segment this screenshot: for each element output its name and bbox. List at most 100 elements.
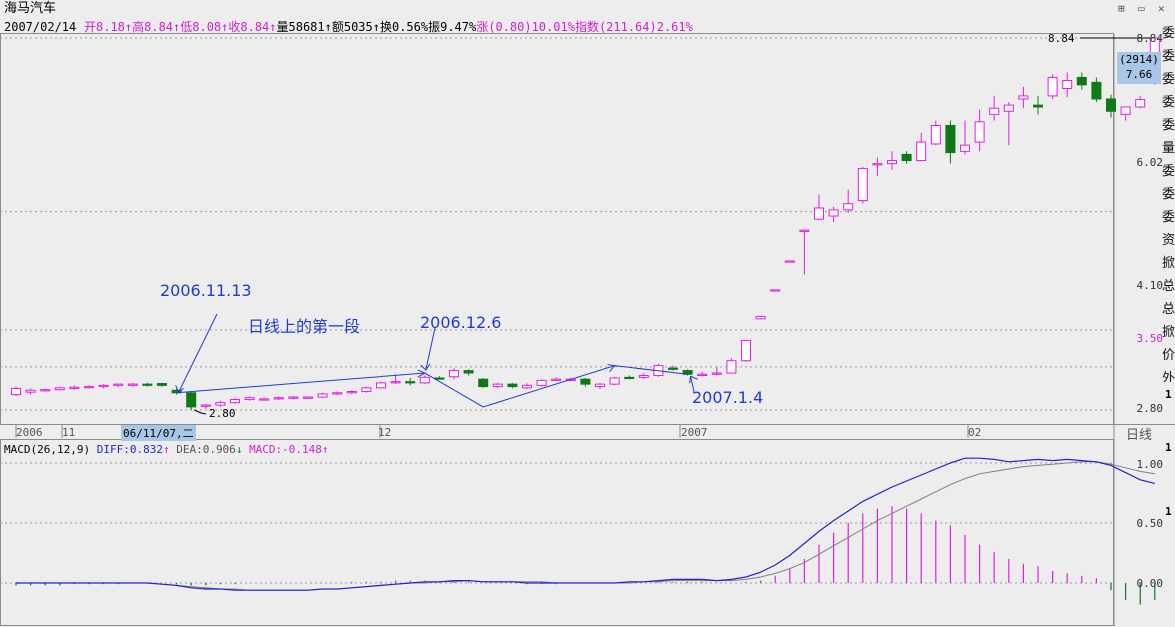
candle-body [755, 315, 766, 320]
candle-body [887, 160, 897, 165]
candle-body [741, 339, 751, 362]
annotation-arrow-1 [178, 313, 218, 393]
candle-body [1091, 81, 1102, 100]
candle-body [376, 382, 386, 389]
price-crosshair-box: (2914) 7.66 [1117, 52, 1161, 84]
side-digit-2: 1 [1165, 441, 1172, 454]
high-price-label: 8.84 [1048, 32, 1075, 45]
price-tick-min: 2.80 [1136, 402, 1164, 415]
annotation-arrowhead-1 [175, 385, 184, 394]
macd-tick-0: 0.00 [1136, 577, 1164, 590]
annotation-2007-1-4: 2007.1.4 [692, 388, 764, 407]
candle-body [186, 392, 197, 408]
annotation-arrowhead-3 [689, 375, 698, 384]
candle-body [303, 396, 313, 399]
low-price-label: 2.80 [209, 407, 236, 420]
candle-body [682, 370, 693, 375]
candle-body [1003, 104, 1014, 112]
price-panel-frame [0, 33, 1114, 425]
candle-body [580, 378, 591, 385]
candle-body [317, 393, 328, 398]
candle-body [872, 163, 883, 166]
price-tick-low: 4.10 [1136, 279, 1164, 292]
candle-body [609, 377, 620, 385]
price-tick-high: 8.84 [1136, 32, 1164, 45]
candle-body [916, 141, 927, 162]
zigzag-arrowhead-1 [417, 369, 426, 378]
quote-item: 收8.84↑ [228, 20, 277, 34]
candle-body [98, 384, 109, 388]
macd-panel-frame [0, 439, 1114, 626]
candle-body [11, 387, 21, 396]
candle-body [624, 376, 635, 380]
side-info-panel: 委委委委委量委委委资掀总总掀价外 [1162, 26, 1175, 382]
candle-body [157, 383, 167, 386]
side-digit-1: 1 [1165, 388, 1172, 401]
dea-line [16, 461, 1155, 591]
annotation-arrow-3 [690, 376, 695, 393]
candle-body [595, 383, 605, 388]
macd-arrow: ↑ [321, 443, 329, 456]
stock-date: 2007/02/14 [4, 20, 77, 34]
side-digit-3: 1 [1165, 505, 1172, 518]
date-label-2007: 2007 [681, 426, 708, 439]
annotation-arrowhead-2 [420, 363, 431, 371]
candle-body [638, 375, 649, 378]
candle-body [259, 398, 270, 401]
annotation-2006-11-13: 2006.11.13 [160, 281, 252, 300]
low-marker-line [194, 409, 207, 415]
period-tab[interactable]: 日线 [1126, 428, 1153, 443]
minimize-icon[interactable]: ▭ [1138, 2, 1145, 15]
candle-body [40, 389, 51, 392]
candle-body [361, 387, 372, 393]
candle-body [244, 397, 255, 401]
candle-body [69, 386, 80, 389]
candle-body [332, 392, 343, 395]
macd-tick-1: 1.00 [1136, 458, 1164, 471]
selected-date-label: 06/11/07,二 [121, 425, 196, 441]
date-label-12: 12 [378, 426, 392, 439]
candle-body [419, 376, 430, 384]
candle-body [697, 373, 708, 376]
candle-body [434, 377, 445, 380]
candle-body [814, 207, 824, 220]
stock-name: 海马汽车 [4, 1, 57, 16]
candle-body [25, 389, 36, 393]
current-price-label: 3.50 [1136, 332, 1164, 345]
restore-icon[interactable]: ⊞ [1118, 2, 1125, 15]
candle-body [989, 107, 1000, 115]
candle-body [770, 289, 781, 292]
candle-body [230, 399, 240, 404]
crosshair-volume: (2914) [1119, 53, 1159, 66]
quote-item: 涨(0.80)10.01% [476, 20, 575, 34]
macd-header: MACD(26,12,9) DIFF:0.832↑ DEA:0.906↓ MAC… [4, 443, 329, 457]
date-label-2006: 2006 [16, 426, 43, 439]
candle-body [551, 378, 562, 381]
dea-label: DEA:0.906 [176, 443, 236, 456]
date-label-02: 02 [968, 426, 982, 439]
candle-body [1018, 95, 1029, 100]
candle-body [215, 402, 226, 406]
dea-arrow: ↓ [235, 443, 243, 456]
candle-body [945, 124, 956, 154]
candle-body [390, 381, 401, 384]
candle-body [405, 381, 416, 384]
candle-body [54, 387, 65, 391]
candle-body [492, 383, 503, 388]
close-icon[interactable]: ✕ [1158, 2, 1165, 15]
candle-body [200, 404, 211, 407]
quote-item: 换0.56% [379, 20, 429, 34]
quote-item: 量58681↑ [276, 20, 332, 34]
candle-body [346, 391, 357, 394]
candle-body [84, 386, 94, 389]
candle-body [449, 370, 459, 378]
macd-title: MACD(26,12,9) [4, 443, 91, 456]
candle-body [857, 168, 868, 202]
annotation-2006-12-6: 2006.12.6 [420, 313, 502, 332]
quote-item: 开8.18↑ [84, 20, 133, 34]
candle-body [1120, 106, 1131, 115]
candle-body [711, 372, 722, 375]
diff-label: DIFF:0.832 [96, 443, 163, 456]
